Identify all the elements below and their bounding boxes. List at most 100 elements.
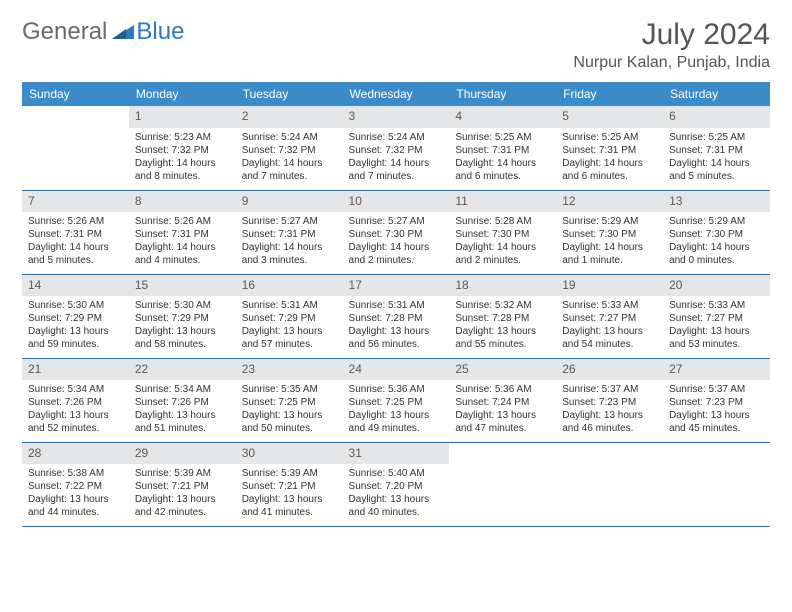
- calendar-cell: 30Sunrise: 5:39 AMSunset: 7:21 PMDayligh…: [236, 442, 343, 526]
- sunset-line: Sunset: 7:23 PM: [562, 396, 657, 409]
- weekday-header: Thursday: [449, 82, 556, 106]
- sunset-line: Sunset: 7:31 PM: [242, 228, 337, 241]
- daylight-line: Daylight: 13 hours and 57 minutes.: [242, 325, 337, 351]
- day-body: Sunrise: 5:37 AMSunset: 7:23 PMDaylight:…: [663, 380, 770, 439]
- day-body: Sunrise: 5:25 AMSunset: 7:31 PMDaylight:…: [449, 128, 556, 187]
- daylight-line: Daylight: 14 hours and 8 minutes.: [135, 157, 230, 183]
- sunset-line: Sunset: 7:21 PM: [242, 480, 337, 493]
- day-number: 12: [556, 191, 663, 213]
- sunset-line: Sunset: 7:29 PM: [242, 312, 337, 325]
- sunset-line: Sunset: 7:31 PM: [455, 144, 550, 157]
- sunrise-line: Sunrise: 5:32 AM: [455, 299, 550, 312]
- daylight-line: Daylight: 13 hours and 40 minutes.: [349, 493, 444, 519]
- daylight-line: Daylight: 14 hours and 1 minute.: [562, 241, 657, 267]
- calendar-body: 1Sunrise: 5:23 AMSunset: 7:32 PMDaylight…: [22, 106, 770, 526]
- day-number: 23: [236, 359, 343, 381]
- calendar-cell: 2Sunrise: 5:24 AMSunset: 7:32 PMDaylight…: [236, 106, 343, 190]
- calendar-cell: 4Sunrise: 5:25 AMSunset: 7:31 PMDaylight…: [449, 106, 556, 190]
- sunrise-line: Sunrise: 5:31 AM: [242, 299, 337, 312]
- calendar-cell: 24Sunrise: 5:36 AMSunset: 7:25 PMDayligh…: [343, 358, 450, 442]
- daylight-line: Daylight: 13 hours and 50 minutes.: [242, 409, 337, 435]
- sunset-line: Sunset: 7:29 PM: [28, 312, 123, 325]
- daylight-line: Daylight: 13 hours and 47 minutes.: [455, 409, 550, 435]
- day-body: Sunrise: 5:33 AMSunset: 7:27 PMDaylight:…: [556, 296, 663, 355]
- daylight-line: Daylight: 13 hours and 46 minutes.: [562, 409, 657, 435]
- weekday-header: Friday: [556, 82, 663, 106]
- brand-mark-icon: [112, 18, 134, 46]
- day-number: 17: [343, 275, 450, 297]
- calendar-cell: 8Sunrise: 5:26 AMSunset: 7:31 PMDaylight…: [129, 190, 236, 274]
- brand-logo: General Blue: [22, 18, 184, 46]
- calendar-cell: [556, 442, 663, 526]
- daylight-line: Daylight: 14 hours and 4 minutes.: [135, 241, 230, 267]
- sunset-line: Sunset: 7:22 PM: [28, 480, 123, 493]
- sunset-line: Sunset: 7:21 PM: [135, 480, 230, 493]
- sunrise-line: Sunrise: 5:35 AM: [242, 383, 337, 396]
- sunset-line: Sunset: 7:32 PM: [135, 144, 230, 157]
- day-number: 5: [556, 106, 663, 128]
- calendar-cell: 18Sunrise: 5:32 AMSunset: 7:28 PMDayligh…: [449, 274, 556, 358]
- sunset-line: Sunset: 7:26 PM: [135, 396, 230, 409]
- sunset-line: Sunset: 7:30 PM: [562, 228, 657, 241]
- day-number: 16: [236, 275, 343, 297]
- day-number: 24: [343, 359, 450, 381]
- sunrise-line: Sunrise: 5:27 AM: [242, 215, 337, 228]
- calendar-cell: 28Sunrise: 5:38 AMSunset: 7:22 PMDayligh…: [22, 442, 129, 526]
- calendar-cell: 25Sunrise: 5:36 AMSunset: 7:24 PMDayligh…: [449, 358, 556, 442]
- sunset-line: Sunset: 7:30 PM: [349, 228, 444, 241]
- daylight-line: Daylight: 13 hours and 44 minutes.: [28, 493, 123, 519]
- sunset-line: Sunset: 7:29 PM: [135, 312, 230, 325]
- page-header: General Blue July 2024 Nurpur Kalan, Pun…: [22, 18, 770, 72]
- month-title: July 2024: [573, 18, 770, 52]
- sunset-line: Sunset: 7:25 PM: [242, 396, 337, 409]
- day-number: 9: [236, 191, 343, 213]
- sunrise-line: Sunrise: 5:39 AM: [135, 467, 230, 480]
- calendar-cell: 1Sunrise: 5:23 AMSunset: 7:32 PMDaylight…: [129, 106, 236, 190]
- day-body: Sunrise: 5:39 AMSunset: 7:21 PMDaylight:…: [129, 464, 236, 523]
- day-body: Sunrise: 5:30 AMSunset: 7:29 PMDaylight:…: [129, 296, 236, 355]
- day-number: 15: [129, 275, 236, 297]
- day-number: 19: [556, 275, 663, 297]
- calendar-cell: 14Sunrise: 5:30 AMSunset: 7:29 PMDayligh…: [22, 274, 129, 358]
- weekday-header: Tuesday: [236, 82, 343, 106]
- daylight-line: Daylight: 14 hours and 7 minutes.: [349, 157, 444, 183]
- calendar-cell: 27Sunrise: 5:37 AMSunset: 7:23 PMDayligh…: [663, 358, 770, 442]
- day-body: Sunrise: 5:27 AMSunset: 7:30 PMDaylight:…: [343, 212, 450, 271]
- calendar-table: SundayMondayTuesdayWednesdayThursdayFrid…: [22, 82, 770, 527]
- sunset-line: Sunset: 7:30 PM: [669, 228, 764, 241]
- day-body: Sunrise: 5:30 AMSunset: 7:29 PMDaylight:…: [22, 296, 129, 355]
- sunset-line: Sunset: 7:30 PM: [455, 228, 550, 241]
- daylight-line: Daylight: 14 hours and 6 minutes.: [455, 157, 550, 183]
- sunrise-line: Sunrise: 5:25 AM: [669, 131, 764, 144]
- sunset-line: Sunset: 7:27 PM: [562, 312, 657, 325]
- day-number: 14: [22, 275, 129, 297]
- sunset-line: Sunset: 7:31 PM: [135, 228, 230, 241]
- calendar-cell: 11Sunrise: 5:28 AMSunset: 7:30 PMDayligh…: [449, 190, 556, 274]
- day-number: 7: [22, 191, 129, 213]
- sunrise-line: Sunrise: 5:24 AM: [349, 131, 444, 144]
- day-body: Sunrise: 5:34 AMSunset: 7:26 PMDaylight:…: [22, 380, 129, 439]
- day-number: 31: [343, 443, 450, 465]
- day-number: 8: [129, 191, 236, 213]
- sunrise-line: Sunrise: 5:33 AM: [562, 299, 657, 312]
- sunrise-line: Sunrise: 5:28 AM: [455, 215, 550, 228]
- calendar-cell: 16Sunrise: 5:31 AMSunset: 7:29 PMDayligh…: [236, 274, 343, 358]
- day-body: Sunrise: 5:28 AMSunset: 7:30 PMDaylight:…: [449, 212, 556, 271]
- day-body: Sunrise: 5:25 AMSunset: 7:31 PMDaylight:…: [663, 128, 770, 187]
- day-body: Sunrise: 5:32 AMSunset: 7:28 PMDaylight:…: [449, 296, 556, 355]
- sunrise-line: Sunrise: 5:29 AM: [562, 215, 657, 228]
- sunset-line: Sunset: 7:28 PM: [455, 312, 550, 325]
- day-body: Sunrise: 5:24 AMSunset: 7:32 PMDaylight:…: [236, 128, 343, 187]
- day-number: 20: [663, 275, 770, 297]
- sunrise-line: Sunrise: 5:29 AM: [669, 215, 764, 228]
- day-body: Sunrise: 5:26 AMSunset: 7:31 PMDaylight:…: [22, 212, 129, 271]
- sunrise-line: Sunrise: 5:23 AM: [135, 131, 230, 144]
- daylight-line: Daylight: 14 hours and 2 minutes.: [349, 241, 444, 267]
- calendar-cell: 6Sunrise: 5:25 AMSunset: 7:31 PMDaylight…: [663, 106, 770, 190]
- sunrise-line: Sunrise: 5:40 AM: [349, 467, 444, 480]
- weekday-header: Wednesday: [343, 82, 450, 106]
- sunset-line: Sunset: 7:31 PM: [669, 144, 764, 157]
- brand-text-2: Blue: [136, 18, 184, 46]
- calendar-cell: [449, 442, 556, 526]
- day-body: Sunrise: 5:31 AMSunset: 7:29 PMDaylight:…: [236, 296, 343, 355]
